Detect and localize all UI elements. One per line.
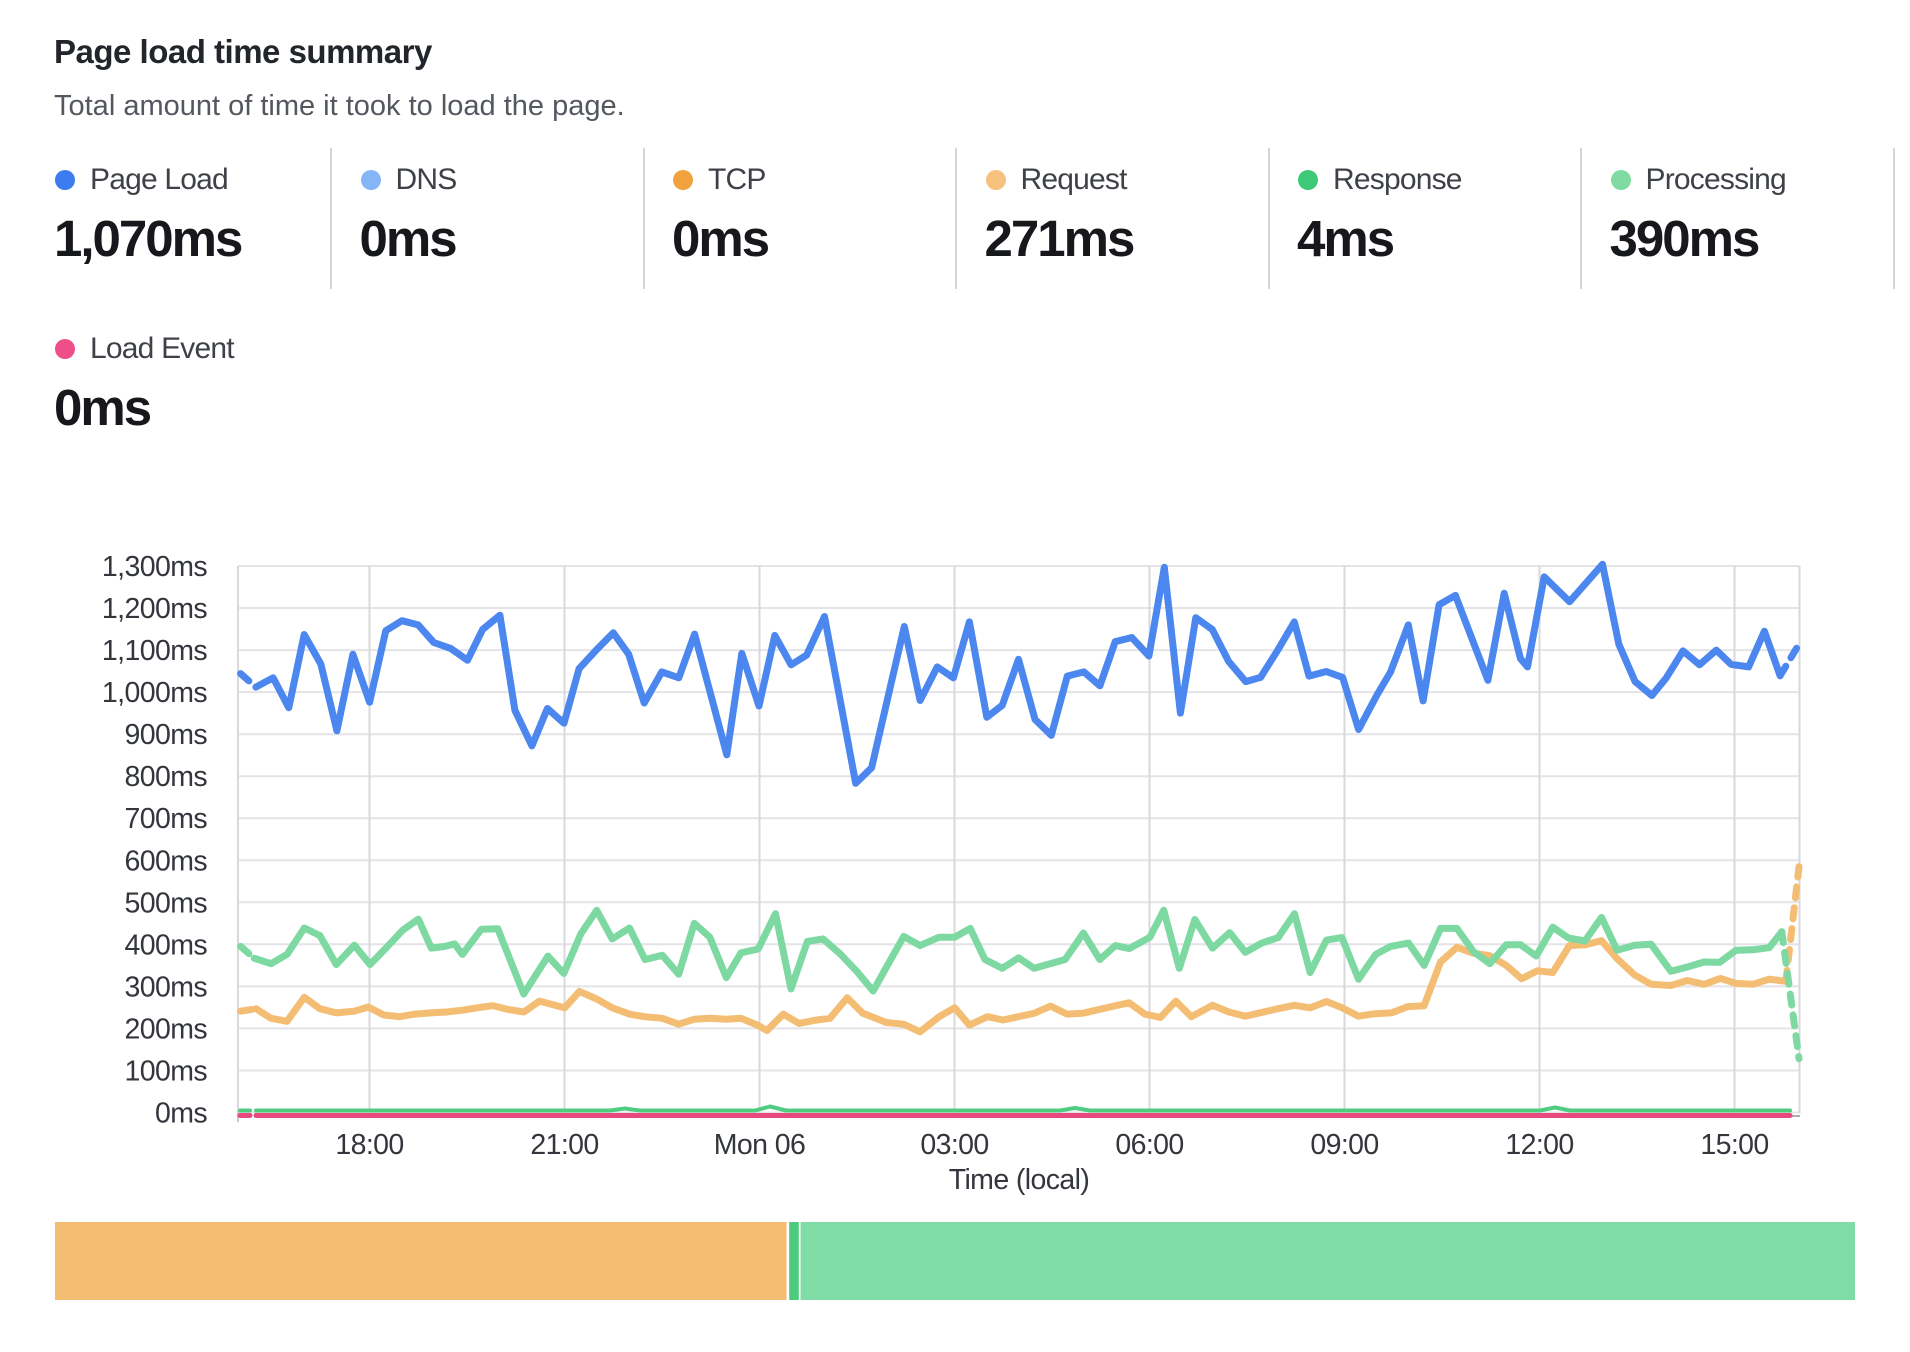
svg-text:200ms: 200ms [124,1013,207,1045]
svg-text:600ms: 600ms [124,845,207,877]
svg-text:Time (local): Time (local) [949,1164,1090,1196]
svg-text:300ms: 300ms [124,971,207,1003]
svg-text:12:00: 12:00 [1505,1129,1573,1161]
svg-text:0ms: 0ms [155,1098,207,1130]
svg-text:100ms: 100ms [124,1056,207,1088]
svg-text:03:00: 03:00 [920,1129,988,1161]
svg-text:700ms: 700ms [124,803,207,835]
svg-text:18:00: 18:00 [335,1129,403,1161]
svg-text:400ms: 400ms [124,929,207,961]
svg-text:1,300ms: 1,300ms [102,551,207,583]
svg-text:900ms: 900ms [124,719,207,751]
svg-text:800ms: 800ms [124,761,207,793]
svg-text:15:00: 15:00 [1700,1129,1768,1161]
svg-text:21:00: 21:00 [530,1129,598,1161]
svg-text:Mon 06: Mon 06 [714,1129,805,1161]
svg-text:1,000ms: 1,000ms [102,677,207,709]
svg-text:500ms: 500ms [124,887,207,919]
svg-text:09:00: 09:00 [1310,1129,1378,1161]
svg-text:1,200ms: 1,200ms [102,593,207,625]
svg-text:06:00: 06:00 [1115,1129,1183,1161]
svg-text:1,100ms: 1,100ms [102,635,207,667]
